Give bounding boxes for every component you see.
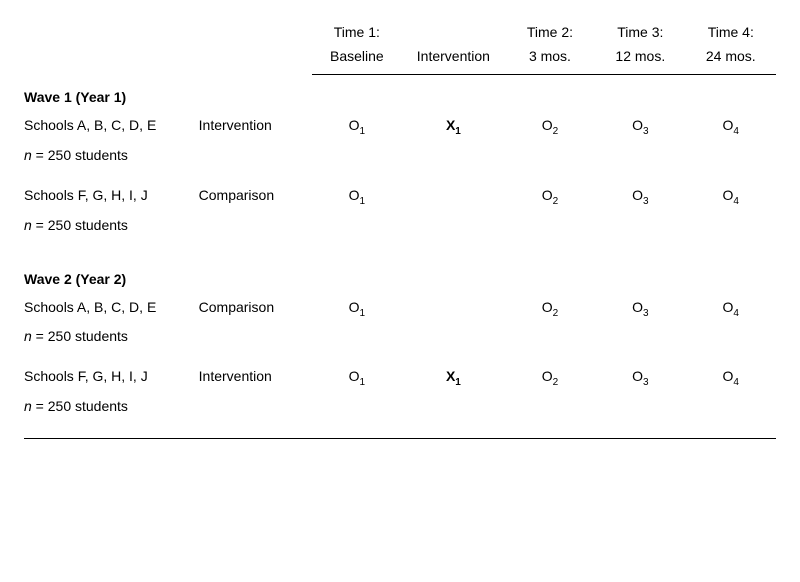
wave1-row1-o3: O3 <box>595 117 685 147</box>
header-time3-bottom: 12 mos. <box>595 48 685 74</box>
wave1-row1-o4: O4 <box>686 117 776 147</box>
wave2-title: Wave 2 (Year 2) <box>24 257 776 299</box>
header-time1-top: Time 1: <box>312 24 402 48</box>
wave1-row2-group: Comparison <box>199 187 312 217</box>
wave2-row2-o4: O4 <box>686 368 776 398</box>
wave1-row2-o4: O4 <box>686 187 776 217</box>
wave2-row2-x: X1 <box>402 368 505 398</box>
wave2-row2-o2: O2 <box>505 368 595 398</box>
wave2-row2-n: n = 250 students <box>24 398 776 438</box>
wave1-row2-o2: O2 <box>505 187 595 217</box>
wave2-row1-group: Comparison <box>199 299 312 329</box>
wave2-row1-o1: O1 <box>312 299 402 329</box>
header-time1-bottom: Baseline <box>312 48 402 74</box>
wave2-row1-o2: O2 <box>505 299 595 329</box>
wave2-row1-schools: Schools A, B, C, D, E <box>24 299 199 329</box>
header-time3-top: Time 3: <box>595 24 685 48</box>
wave1-row2-o1: O1 <box>312 187 402 217</box>
table-row: Schools F, G, H, I, J Comparison O1 O2 O… <box>24 187 776 217</box>
wave2-row1-o3: O3 <box>595 299 685 329</box>
header-time4-top: Time 4: <box>686 24 776 48</box>
wave1-row1-n: n = 250 students <box>24 147 776 187</box>
wave2-row1-n: n = 250 students <box>24 328 776 368</box>
table-row: Schools F, G, H, I, J Intervention O1 X1… <box>24 368 776 398</box>
wave2-row2-group: Intervention <box>199 368 312 398</box>
header-time2-top: Time 2: <box>505 24 595 48</box>
wave1-row1-o2: O2 <box>505 117 595 147</box>
wave1-row1-o1: O1 <box>312 117 402 147</box>
wave1-row1-schools: Schools A, B, C, D, E <box>24 117 199 147</box>
wave2-row2-schools: Schools F, G, H, I, J <box>24 368 199 398</box>
wave1-row2-o3: O3 <box>595 187 685 217</box>
wave1-row1-x: X1 <box>402 117 505 147</box>
table-row: Schools A, B, C, D, E Comparison O1 O2 O… <box>24 299 776 329</box>
table-row: Schools A, B, C, D, E Intervention O1 X1… <box>24 117 776 147</box>
study-design-table: Time 1: Time 2: Time 3: Time 4: Baseline… <box>24 24 776 439</box>
wave1-row1-group: Intervention <box>199 117 312 147</box>
wave1-row2-n: n = 250 students <box>24 217 776 257</box>
header-time4-bottom: 24 mos. <box>686 48 776 74</box>
header-intervention: Intervention <box>402 48 505 74</box>
wave2-row2-o1: O1 <box>312 368 402 398</box>
wave1-row2-schools: Schools F, G, H, I, J <box>24 187 199 217</box>
wave2-row2-o3: O3 <box>595 368 685 398</box>
wave1-title: Wave 1 (Year 1) <box>24 75 776 118</box>
header-time2-bottom: 3 mos. <box>505 48 595 74</box>
wave2-row1-o4: O4 <box>686 299 776 329</box>
